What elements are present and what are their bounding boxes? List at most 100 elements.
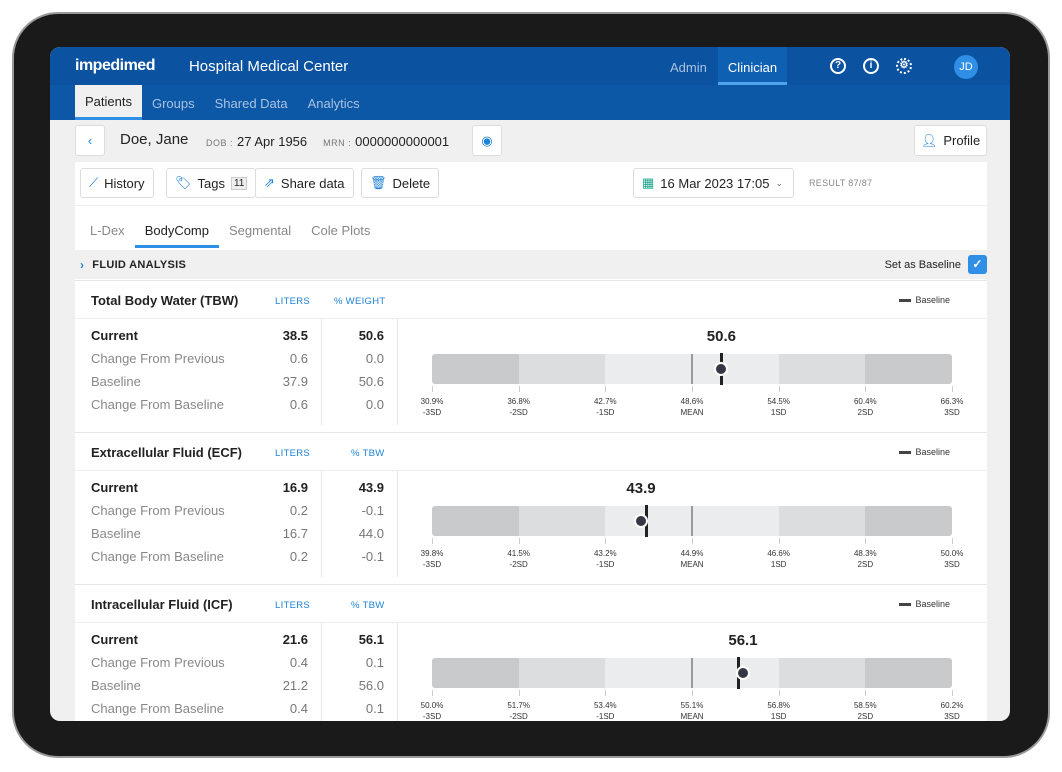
tick-label: 50.0% -3SD [402,700,462,721]
axis-tick [952,538,953,544]
percent-value: -0.1 [361,549,384,564]
chevron-right-icon: › [80,257,85,272]
unit-liters: LITERS [275,296,311,307]
history-button[interactable]: ⟋ History [80,168,154,198]
help-icon[interactable]: ? [830,58,846,74]
organization-name: Hospital Medical Center [188,57,349,75]
baseline-legend: Baseline [899,295,950,305]
result-tabs: L-Dex BodyComp Segmental Cole Plots [75,215,987,248]
toggle-visibility-button[interactable]: ◉ [472,125,502,156]
tick-value: 39.8% [420,549,444,558]
tick-sd: -1SD [596,408,615,417]
tick-label: 56.8% 1SD [749,700,809,721]
tick-value: 42.7% [593,397,617,406]
table-row: Change From Baseline 0.4 0.1 [75,701,405,721]
share-data-button[interactable]: ⇗ Share data [255,168,354,198]
tick-sd: -3SD [422,560,442,569]
sd-band [778,506,866,536]
mean-line [691,658,693,688]
current-value-marker [714,362,729,376]
tick-sd: 1SD [770,560,787,569]
table-row: Baseline 37.9 50.6 [75,374,405,394]
axis-tick [605,538,607,544]
calendar-icon: ▦ [642,175,655,190]
tab-l-dex[interactable]: L-Dex [90,223,125,238]
mrn-label: MRN : [323,138,352,148]
percent-value: 44.0 [358,526,384,541]
liters-value: 37.9 [282,374,308,389]
tick-value: 51.7% [507,701,530,710]
top-bar: impedimed Hospital Medical Center Admin … [50,47,1010,85]
tick-value: 54.5% [767,397,790,406]
sd-band [865,506,952,536]
role-admin[interactable]: Admin [670,60,707,75]
result-counter: RESULT 87/87 [809,178,873,188]
delete-button[interactable]: 🗑︎ Delete [361,168,440,198]
tick-value: 30.9% [420,397,444,406]
unit-liters: LITERS [275,600,311,611]
history-label: History [104,175,145,191]
tick-value: 48.3% [853,549,877,558]
tags-button[interactable]: 🏷︎ Tags 11 [166,168,257,198]
table-row: Current 21.6 56.1 [75,632,405,652]
table-row: Change From Previous 0.2 -0.1 [75,503,405,523]
tab-cole-plots[interactable]: Cole Plots [311,223,371,238]
axis-tick [778,386,780,392]
tick-value: 60.4% [853,397,877,406]
table-row: Change From Previous 0.4 0.1 [75,655,405,675]
avatar[interactable]: JD [954,55,978,79]
role-clinician[interactable]: Clinician [718,47,787,85]
info-icon[interactable]: i [863,58,879,74]
sd-band [605,658,692,688]
tab-bodycomp[interactable]: BodyComp [134,215,219,248]
tick-sd: 1SD [770,712,787,721]
nav-shared-data[interactable]: Shared Data [214,96,288,111]
tick-sd: 3SD [944,408,960,417]
mean-line [691,354,693,384]
tick-label: 50.0% 3SD [922,548,982,570]
date-select[interactable]: ▦ 16 Mar 2023 17:05 ⌄ [633,168,794,198]
current-value-label: 50.6 [706,328,736,345]
axis-tick [778,538,780,544]
app-screen: impedimed Hospital Medical Center Admin … [50,47,1010,721]
patient-name: Doe, Jane [120,131,189,148]
tick-sd: MEAN [680,560,704,569]
tick-sd: 3SD [944,560,960,569]
tick-value: 58.5% [853,701,877,710]
percent-value: -0.1 [361,503,384,518]
set-baseline-checkbox[interactable]: ✓ [968,255,987,274]
fluid-analysis-header[interactable]: › FLUID ANALYSIS Set as Baseline ✓ [75,250,987,279]
percent-value: 56.1 [358,632,384,647]
chevron-left-icon: ‹ [87,133,93,148]
liters-value: 21.2 [282,678,308,693]
tick-label: 48.3% 2SD [835,548,895,570]
sd-band [692,658,779,688]
gear-icon[interactable]: ⚙ [896,58,912,74]
profile-button[interactable]: 👤︎ Profile [914,125,987,156]
nav-groups[interactable]: Groups [151,96,195,111]
sd-band [865,354,952,384]
tick-label: 46.6% 1SD [749,548,809,570]
sd-band [432,506,519,536]
nav-patients[interactable]: Patients [75,85,142,120]
sd-range-chart: 50.0% -3SD 51.7% -2SD 53.4% -1SD 55.1% MEAN … [421,630,964,721]
dob-value: 27 Apr 1956 [237,134,308,149]
date-value: 16 Mar 2023 17:05 [660,175,770,191]
row-label: Baseline [91,678,141,693]
tags-label: Tags [197,175,225,191]
logo[interactable]: impedimed [75,57,155,74]
tab-segmental[interactable]: Segmental [229,223,292,238]
percent-value: 0.1 [365,655,384,670]
nav-analytics[interactable]: Analytics [307,96,360,111]
unit-liters: LITERS [275,448,311,459]
dob-label: DOB : [206,138,234,148]
profile-label: Profile [943,133,981,148]
table-row: Current 16.9 43.9 [75,480,405,500]
percent-value: 0.1 [365,701,384,716]
baseline-legend-swatch [899,450,912,454]
baseline-legend-swatch [899,298,912,302]
trash-icon: 🗑︎ [370,175,387,190]
back-button[interactable]: ‹ [75,125,105,156]
section-title: Intracellular Fluid (ICF) [91,597,233,612]
tags-count: 11 [230,176,248,190]
